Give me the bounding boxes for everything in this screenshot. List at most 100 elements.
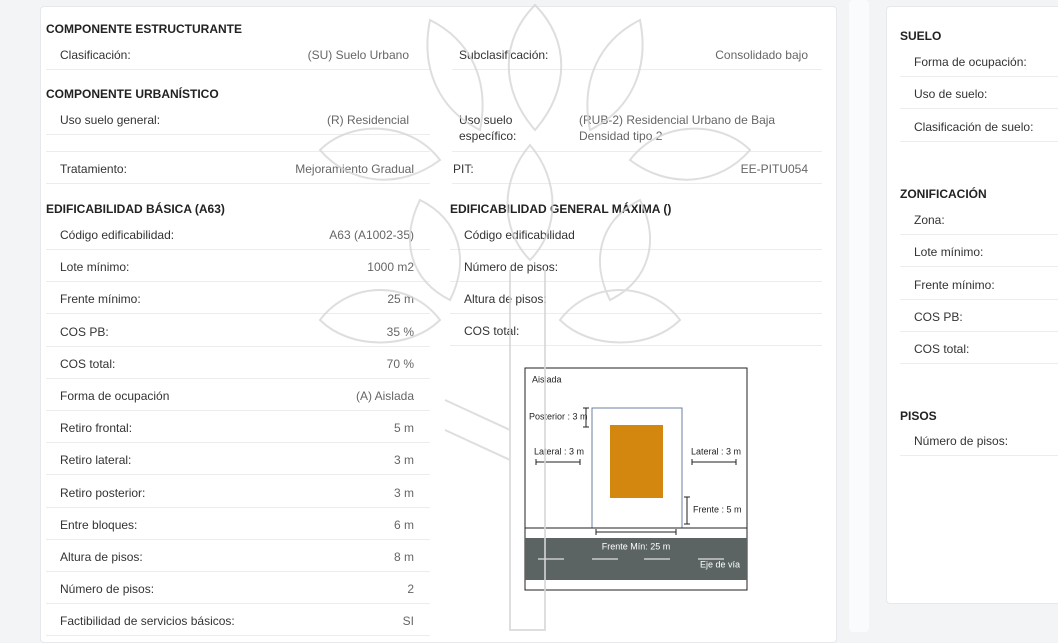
field-value: 6 m [393, 517, 414, 532]
frente-label: Frente : 5 m [693, 504, 742, 514]
field-label: Frente mínimo: [914, 277, 995, 292]
field-label: Retiro lateral: [60, 453, 132, 468]
field-value: (A) Aislada [355, 389, 414, 403]
row-divider [46, 571, 430, 572]
field-value: 3 m [393, 485, 414, 500]
field-label: COS total: [464, 324, 520, 338]
field-label: Número de pisos: [464, 260, 559, 274]
field-value: 70 % [386, 356, 414, 371]
lateral-right-label: Lateral : 3 m [691, 446, 741, 456]
field-value: SI [402, 614, 414, 629]
field-value: Consolidado bajo [715, 48, 808, 62]
field-label: Altura de pisos: [464, 292, 547, 306]
setback-diagram: Aislada Posterior : 3 m Lateral : 3 m La… [524, 367, 748, 591]
row-divider [46, 474, 430, 476]
field-label: Tratamiento: [60, 162, 127, 176]
building [610, 425, 663, 498]
field-label: Subclasificación: [459, 48, 549, 62]
row-divider [46, 635, 430, 637]
row-divider [46, 538, 430, 540]
row-divider [900, 108, 1058, 110]
field-value: 3 m [393, 453, 414, 468]
row-divider [46, 69, 430, 70]
posterior-label: Posterior : 3 m [529, 411, 588, 421]
field-label: Uso de suelo: [914, 87, 988, 102]
field-value: 8 m [393, 550, 414, 564]
row-divider [450, 313, 822, 314]
field-label: Retiro posterior: [60, 485, 146, 500]
field-label: Altura de pisos: [60, 550, 143, 564]
field-value: (SU) Suelo Urbano [307, 48, 409, 62]
field-value: (RUB-2) Residencial Urbano de Baja Densi… [579, 113, 776, 143]
section-title: ZONIFICACIÓN [900, 187, 987, 201]
field-label: Forma de ocupación [60, 389, 170, 403]
field-label: Factibilidad de servicios básicos: [60, 614, 235, 629]
field-label: Clasificación de suelo: [914, 119, 1034, 134]
row-divider [46, 249, 430, 250]
row-divider [450, 345, 822, 346]
field-label: Uso suelo general: [60, 113, 161, 127]
field-label: Zona: [914, 213, 945, 227]
field-value: (R) Residencial [326, 113, 409, 127]
row-divider [46, 313, 430, 315]
row-divider [900, 298, 1058, 300]
section-title: EDIFICABILIDAD GENERAL MÁXIMA () [450, 202, 672, 216]
row-divider [46, 345, 430, 347]
field-value: A63 (A1002-35) [329, 228, 414, 242]
field-value: Mejoramiento Gradual [295, 162, 414, 176]
row-divider [46, 134, 430, 135]
row-divider [452, 69, 822, 70]
row-divider [900, 330, 1058, 332]
field-label: COS total: [60, 356, 116, 371]
field-value: 25 m [387, 292, 414, 307]
field-value: 5 m [393, 421, 414, 436]
eje-label: Eje de vía [700, 559, 740, 569]
section-title: PISOS [900, 409, 937, 423]
field-label: Lote mínimo: [914, 245, 984, 260]
row-divider [46, 377, 430, 379]
row-divider [900, 234, 1058, 235]
diagram-title: Aislada [532, 374, 562, 384]
row-divider [450, 249, 822, 250]
field-value: EE-PITU054 [740, 162, 808, 176]
section-title: COMPONENTE URBANÍSTICO [46, 87, 219, 101]
field-label: Frente mínimo: [60, 292, 141, 307]
row-divider [46, 506, 430, 508]
side-card [886, 6, 1058, 604]
field-label: Clasificación: [60, 48, 131, 62]
section-title: COMPONENTE ESTRUCTURANTE [46, 22, 243, 36]
row-divider [46, 183, 430, 184]
field-label: COS PB: [60, 324, 109, 339]
section-title: EDIFICABILIDAD BÁSICA (A63) [46, 202, 225, 216]
field-label: Retiro frontal: [60, 421, 133, 436]
section-title: SUELO [900, 29, 942, 43]
row-divider [900, 266, 1058, 268]
field-label: Código edificabilidad: [60, 228, 175, 242]
row-divider [452, 151, 822, 152]
row-divider [900, 455, 1058, 456]
gutter [849, 0, 869, 632]
field-label: Número de pisos: [60, 582, 155, 597]
field-label: COS PB: [914, 309, 963, 324]
lateral-left-label: Lateral : 3 m [534, 446, 584, 456]
field-label: Número de pisos: [914, 434, 1009, 448]
field-label: PIT: [453, 162, 474, 176]
field-label: Código edificabilidad [464, 228, 575, 242]
field-value: 35 % [386, 324, 414, 339]
row-divider [46, 281, 430, 283]
row-divider [900, 363, 1058, 365]
row-divider [46, 410, 430, 411]
frente-min-label: Frente Mín: 25 m [602, 541, 671, 551]
field-label: Forma de ocupación: [914, 55, 1027, 69]
row-divider [46, 442, 430, 444]
field-label: Uso suelo específico: [459, 113, 517, 143]
field-label: COS total: [914, 342, 970, 357]
row-divider [46, 151, 430, 152]
row-divider [900, 76, 1058, 77]
field-label: Entre bloques: [60, 517, 138, 532]
field-value: 1000 m2 [367, 260, 414, 275]
row-divider [450, 281, 822, 282]
field-label: Lote mínimo: [60, 260, 130, 275]
field-value: 2 [407, 582, 414, 597]
